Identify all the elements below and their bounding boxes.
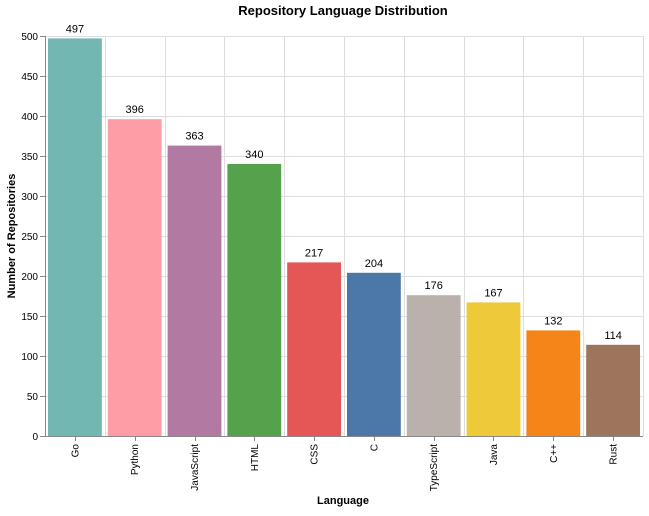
y-tick-label: 150	[21, 312, 38, 323]
x-tick-label: C	[369, 444, 380, 451]
x-axis-title: Language	[317, 495, 369, 507]
bar-c-	[526, 330, 581, 436]
x-axis: Go Python JavaScript HTML CSS C TypeScript Java…	[45, 436, 643, 491]
x-tick-label: C++	[549, 444, 560, 463]
bar-java	[466, 302, 521, 436]
y-axis-title: Number of Repositories	[6, 174, 18, 299]
y-tick-label: 250	[21, 232, 38, 243]
y-axis: 0 50 100 150 200 250 300 350 400 450 500	[21, 32, 46, 443]
bar-javascript	[167, 145, 222, 436]
y-tick-label: 500	[21, 32, 38, 43]
x-tick-label: JavaScript	[190, 444, 201, 491]
bar-value-label: 114	[604, 330, 622, 342]
y-tick-label: 300	[21, 192, 38, 203]
y-tick-label: 350	[21, 152, 38, 163]
bar-value-label: 340	[245, 149, 263, 161]
x-tick-label: HTML	[250, 444, 261, 472]
bar-python	[107, 119, 162, 436]
x-tick-label: TypeScript	[429, 444, 440, 491]
bar-go	[47, 38, 102, 437]
bar-css	[287, 262, 342, 436]
bar-value-label: 217	[305, 247, 323, 259]
bar-value-label: 132	[544, 315, 562, 327]
y-tick-label: 0	[32, 432, 38, 443]
y-tick-label: 100	[21, 352, 38, 363]
y-tick-label: 200	[21, 272, 38, 283]
x-tick-label: Rust	[609, 444, 620, 465]
bar-rust	[586, 344, 641, 436]
bar-value-label: 363	[185, 131, 203, 143]
bar-value-label: 396	[126, 104, 144, 116]
data-labels: 497 396 363 340 217 204 176 167 132 114	[66, 23, 622, 341]
bar-value-label: 176	[425, 280, 443, 292]
bar-value-label: 204	[365, 258, 383, 270]
bar-value-label: 167	[484, 287, 502, 299]
y-tick-label: 50	[27, 392, 39, 403]
bar-value-label: 497	[66, 23, 84, 35]
chart-title: Repository Language Distribution	[238, 3, 448, 18]
bar-html	[227, 164, 282, 436]
x-tick-label: Go	[70, 444, 81, 458]
x-tick-label: Python	[130, 444, 141, 475]
y-tick-label: 400	[21, 112, 38, 123]
x-tick-label: Java	[489, 444, 500, 466]
bars	[47, 38, 641, 437]
x-tick-label: CSS	[310, 444, 321, 465]
bar-c	[346, 272, 401, 436]
y-tick-label: 450	[21, 72, 38, 83]
bar-typescript	[406, 295, 461, 436]
